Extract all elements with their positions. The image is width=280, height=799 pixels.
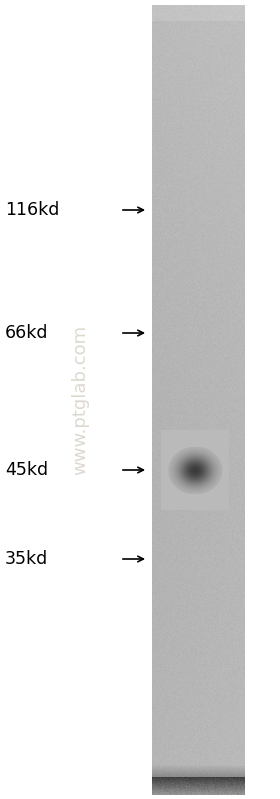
Text: 45kd: 45kd — [5, 461, 48, 479]
Text: www.ptglab.com: www.ptglab.com — [71, 325, 89, 475]
Text: 116kd: 116kd — [5, 201, 59, 219]
Text: 35kd: 35kd — [5, 550, 48, 568]
Text: 66kd: 66kd — [5, 324, 48, 342]
